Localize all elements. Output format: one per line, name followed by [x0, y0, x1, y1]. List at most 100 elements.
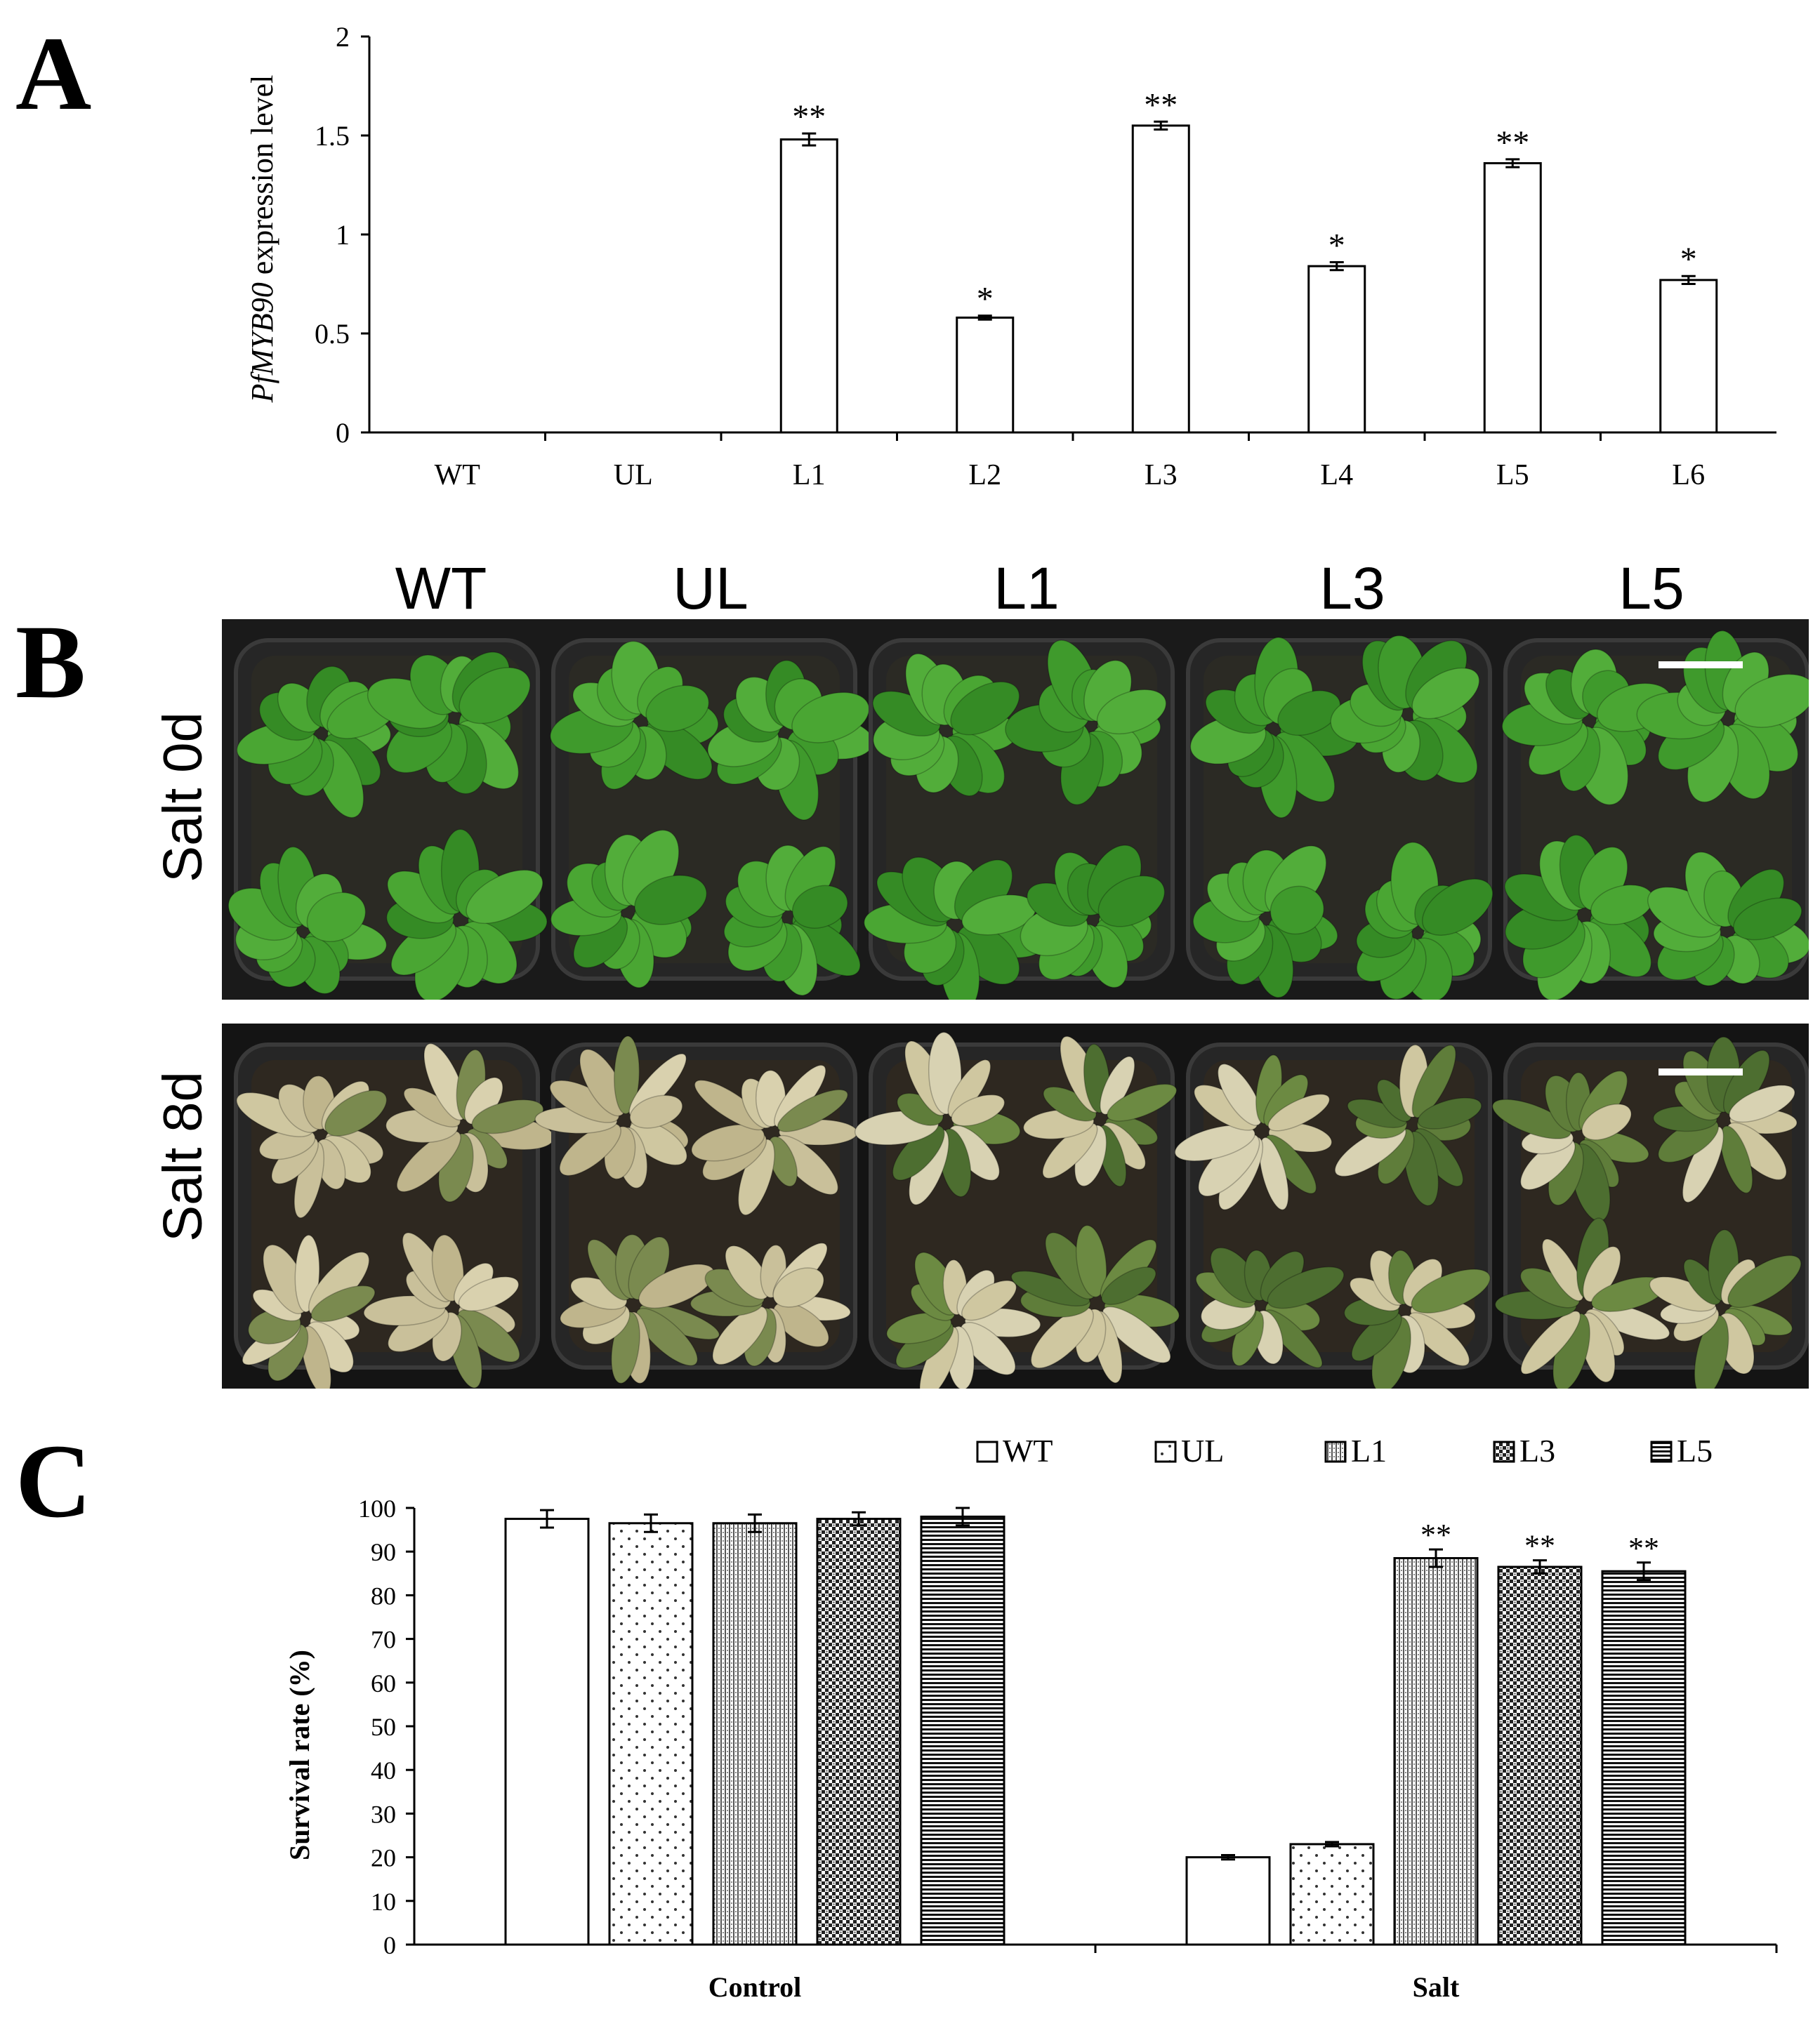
leaf — [629, 1094, 683, 1129]
leaf — [1520, 1310, 1581, 1375]
leaf — [1411, 1045, 1456, 1118]
leaf — [1267, 1094, 1331, 1132]
leaf — [310, 1285, 376, 1323]
leaf — [301, 1325, 332, 1389]
leaf — [791, 885, 848, 929]
leaf — [1277, 690, 1341, 736]
survival-y-tick-label: 30 — [371, 1800, 396, 1828]
survival-bar — [1185, 1856, 1271, 1946]
leaf — [1107, 1083, 1178, 1122]
photo-col-label-l1: L1 — [994, 555, 1060, 621]
leaf — [950, 681, 1020, 736]
leaf — [431, 1234, 465, 1302]
leaf — [1097, 875, 1166, 927]
leaf — [457, 1309, 520, 1363]
leaf — [324, 1090, 388, 1137]
survival-bar — [1497, 1565, 1583, 1946]
survival-group-label: Salt — [1413, 1971, 1460, 2003]
expression-x-tick-label: L6 — [1672, 459, 1705, 491]
leaf — [1102, 1306, 1171, 1363]
survival-bar — [608, 1522, 694, 1946]
leaf — [1267, 1266, 1345, 1309]
survival-bar — [1289, 1843, 1375, 1946]
leaf — [1729, 1085, 1795, 1123]
survival-y-tick-label: 50 — [371, 1713, 396, 1741]
photo-col-label-l5: L5 — [1618, 555, 1684, 621]
photo-col-label-wt: WT — [395, 555, 487, 621]
salt-0d-plant-photo — [222, 619, 1809, 1000]
scale-bar — [1659, 1068, 1743, 1075]
survival-y-tick-label: 40 — [371, 1756, 396, 1785]
leaf — [1491, 1099, 1571, 1139]
legend-label: L5 — [1677, 1433, 1713, 1469]
photo-col-label-ul: UL — [673, 555, 749, 621]
survival-y-tick-label: 90 — [371, 1538, 396, 1566]
survival-significance-mark: ** — [1524, 1529, 1555, 1563]
leaf — [459, 667, 531, 724]
leaf — [1270, 885, 1325, 935]
leaf — [294, 1141, 325, 1219]
leaf — [1101, 1266, 1156, 1305]
leaf — [1217, 1063, 1262, 1126]
panel-letter-a: A — [15, 15, 92, 132]
survival-rate-bar-chart: WT UL L1 L3 L5 0 10 20 30 40 50 60 70 80 90 100 Control… — [284, 1433, 1778, 2003]
expression-significance-mark: ** — [1144, 86, 1178, 124]
expression-bar — [1307, 265, 1366, 434]
leaf — [1417, 1097, 1482, 1130]
leaf — [1010, 1270, 1090, 1307]
leaf — [635, 1307, 699, 1366]
legend-swatch — [1650, 1441, 1673, 1463]
survival-group-label: Control — [708, 1971, 802, 2003]
survival-significance-mark: ** — [1420, 1518, 1451, 1552]
expression-x-tick-label: L1 — [793, 459, 826, 491]
expression-significance-mark: ** — [1496, 124, 1529, 161]
leaf — [1100, 1056, 1135, 1115]
leaf — [1733, 897, 1802, 941]
leaf — [1351, 1311, 1402, 1362]
legend-label: L3 — [1519, 1433, 1555, 1469]
legend-swatch — [976, 1441, 998, 1463]
expression-y-tick-label: 2 — [336, 21, 350, 53]
leaf — [1404, 1131, 1439, 1207]
leaf — [396, 1130, 461, 1193]
leaf — [645, 684, 710, 732]
survival-y-tick-label: 60 — [371, 1669, 396, 1697]
leaf — [423, 1042, 467, 1121]
legend-swatch — [1493, 1441, 1515, 1463]
leaf — [712, 1306, 768, 1365]
expression-y-axis-label: PfMYB90 expression level — [245, 75, 279, 404]
leaf — [1541, 1238, 1584, 1302]
expression-bar — [779, 138, 838, 434]
scale-bar — [1659, 661, 1743, 668]
survival-y-tick-label: 20 — [371, 1844, 396, 1872]
leaf — [1581, 1104, 1632, 1141]
leaf — [1720, 1125, 1753, 1194]
survival-y-tick-label: 70 — [371, 1626, 396, 1654]
survival-significance-mark: ** — [1628, 1531, 1659, 1565]
expression-bar — [1483, 161, 1542, 434]
panel-letter-b: B — [15, 604, 86, 720]
survival-y-tick-label: 0 — [383, 1931, 396, 1959]
expression-x-tick-label: UL — [614, 459, 653, 491]
expression-significance-mark: * — [1680, 241, 1697, 278]
survival-y-tick-label: 10 — [371, 1888, 396, 1916]
leaf — [1649, 1276, 1717, 1312]
expression-bar — [1659, 279, 1718, 434]
leaf — [559, 1123, 621, 1177]
leaf — [1694, 1315, 1729, 1389]
expression-x-tick-label: L5 — [1496, 459, 1529, 491]
expression-y-tick-label: 0.5 — [315, 318, 350, 350]
leaf — [634, 875, 708, 925]
leaf — [772, 1302, 829, 1348]
salt-8d-plant-photo — [222, 1024, 1809, 1389]
panel-letter-c: C — [15, 1423, 92, 1540]
leaf — [1591, 1303, 1670, 1341]
leaf — [306, 892, 367, 942]
leaf — [1682, 1126, 1725, 1203]
survival-y-axis-label: Survival rate (%) — [284, 1650, 315, 1860]
survival-bar — [1601, 1570, 1687, 1946]
leaf — [1258, 1137, 1289, 1210]
legend-label: WT — [1003, 1433, 1053, 1469]
expression-x-tick-label: L4 — [1320, 459, 1353, 491]
